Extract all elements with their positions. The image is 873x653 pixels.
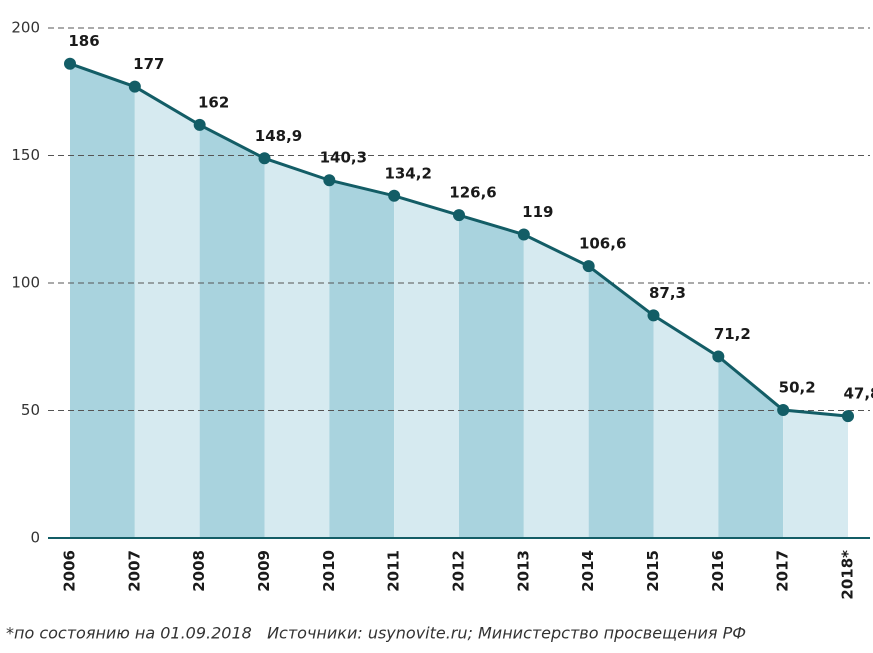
area-band	[459, 215, 524, 539]
y-tick-label: 0	[30, 529, 40, 547]
x-tick-label: 2008	[190, 550, 208, 592]
area-band	[653, 315, 719, 538]
x-tick-label: 2012	[450, 550, 468, 592]
value-label: 186	[68, 32, 99, 50]
value-label: 47,8	[843, 385, 873, 403]
y-tick-label: 50	[21, 401, 40, 419]
value-label: 126,6	[449, 184, 496, 202]
y-tick-label: 150	[11, 146, 40, 164]
value-label: 148,9	[255, 127, 302, 145]
y-tick-label: 100	[11, 274, 40, 292]
value-label: 106,6	[579, 235, 626, 253]
area-band	[199, 124, 265, 539]
x-tick-label: 2015	[644, 550, 662, 592]
point	[193, 118, 206, 131]
point	[582, 260, 595, 273]
x-tick-label: 2014	[579, 550, 597, 592]
point	[258, 152, 271, 165]
point	[842, 410, 854, 423]
x-tick-label: 2013	[514, 550, 532, 592]
point	[128, 80, 141, 93]
point	[647, 309, 660, 322]
area-band	[394, 195, 459, 539]
value-label: 50,2	[779, 378, 816, 396]
area-band	[70, 63, 135, 538]
x-tick-label: 2017	[774, 550, 792, 592]
value-label: 119	[522, 203, 553, 221]
x-tick-label: 2018*	[839, 550, 857, 600]
point	[64, 57, 76, 70]
area-band	[523, 234, 589, 539]
x-tick-label: 2009	[255, 550, 273, 592]
area-band	[264, 158, 330, 538]
point	[453, 209, 465, 222]
value-label: 71,2	[714, 325, 751, 343]
value-label: 140,3	[320, 149, 367, 167]
area-band	[588, 266, 654, 538]
x-tick-label: 2016	[709, 550, 727, 592]
point	[323, 174, 336, 187]
x-tick-label: 2010	[320, 550, 338, 592]
point	[517, 228, 530, 241]
area-band	[134, 86, 200, 539]
x-tick-label: 2006	[61, 550, 79, 592]
point	[712, 350, 725, 363]
x-tick-label: 2007	[125, 550, 143, 592]
value-label: 162	[198, 93, 229, 111]
value-label: 177	[133, 55, 164, 73]
x-tick-label: 2011	[385, 550, 403, 592]
point	[777, 403, 790, 416]
area-band	[783, 409, 848, 538]
value-label: 87,3	[649, 284, 686, 302]
area-band	[718, 356, 784, 538]
area-band	[329, 180, 395, 539]
point	[388, 189, 401, 202]
y-tick-label: 200	[11, 19, 40, 37]
footnote: *по состоянию на 01.09.2018 Источники: u…	[6, 624, 746, 643]
value-label: 134,2	[384, 164, 431, 182]
